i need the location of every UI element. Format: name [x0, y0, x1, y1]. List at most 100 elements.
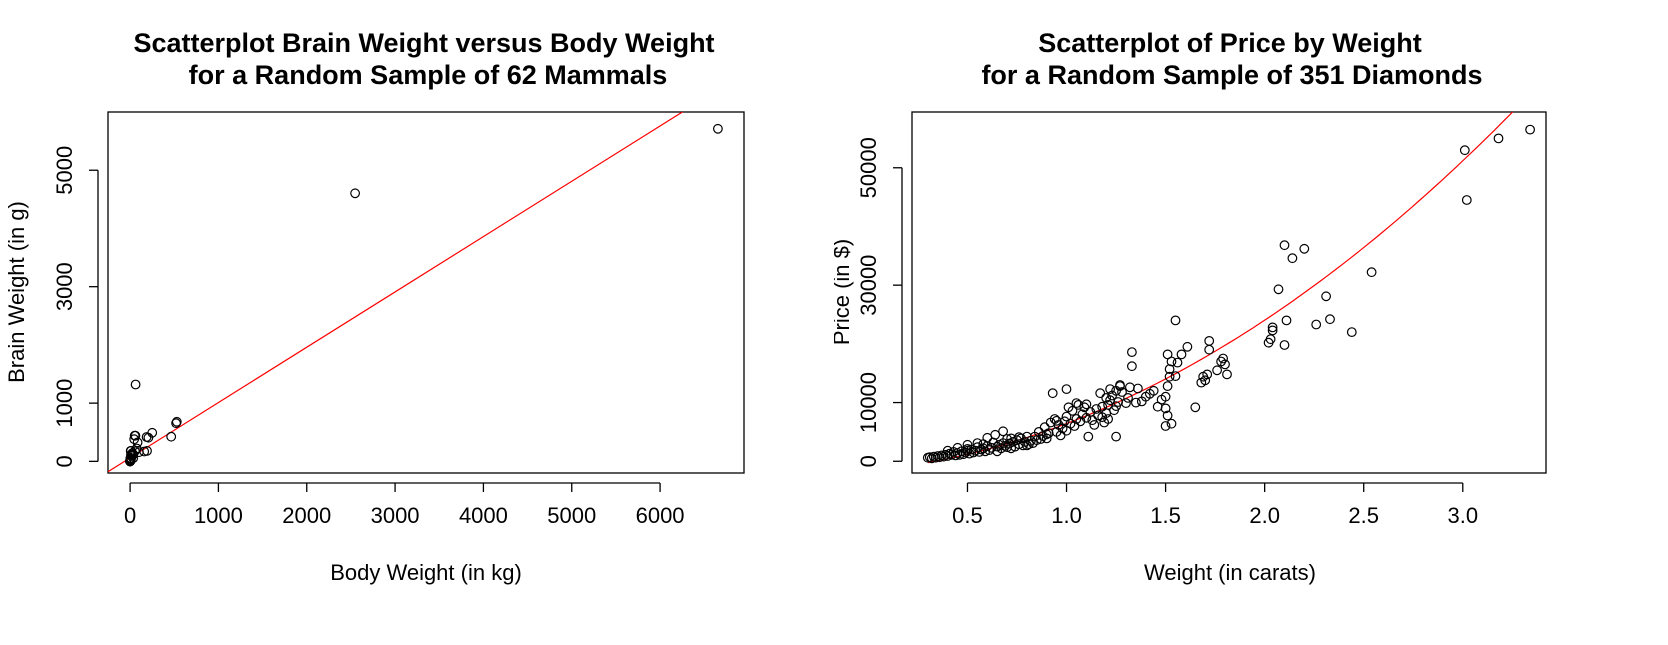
data-point — [952, 442, 963, 453]
data-point — [1063, 402, 1074, 413]
data-point — [1061, 411, 1072, 422]
price-weight-panel: Scatterplot of Price by Weight for a Ran… — [834, 0, 1668, 645]
x-tick-label: 6000 — [636, 503, 685, 528]
data-point — [1006, 443, 1017, 454]
data-point — [1299, 243, 1310, 254]
data-point — [992, 446, 1003, 457]
data-point — [1083, 431, 1094, 442]
data-point — [1136, 396, 1147, 407]
data-point — [1091, 404, 1102, 414]
data-point — [1087, 415, 1098, 426]
data-point — [1123, 393, 1133, 403]
data-point — [1216, 356, 1227, 367]
data-point — [1461, 195, 1472, 205]
data-point — [1279, 240, 1290, 251]
data-point — [1212, 365, 1223, 376]
regression-line — [108, 112, 684, 473]
data-point — [1021, 440, 1032, 451]
data-point — [962, 444, 973, 454]
data-point — [132, 437, 143, 448]
data-point — [1164, 364, 1175, 375]
data-point — [1131, 397, 1141, 408]
x-tick-label: 2.0 — [1249, 503, 1280, 528]
data-point — [1125, 382, 1135, 393]
data-point — [1196, 377, 1207, 388]
x-tick-label: 0.5 — [952, 503, 983, 528]
data-point — [127, 448, 138, 459]
chart-subtitle: for a Random Sample of 62 Mammals — [189, 60, 668, 90]
data-point — [1045, 417, 1056, 428]
data-point — [1148, 385, 1159, 396]
data-point — [1111, 431, 1122, 442]
data-point — [1077, 409, 1088, 420]
y-axis-label: Brain Weight (in g) — [4, 201, 29, 383]
regression-curve — [927, 112, 1514, 464]
brain-body-panel: Scatterplot Brain Weight versus Body Wei… — [4, 28, 745, 585]
chart-subtitle: for a Random Sample of 351 Diamonds — [981, 60, 1482, 90]
data-point — [1002, 442, 1013, 453]
data-point — [350, 188, 361, 199]
data-point — [1204, 336, 1215, 346]
data-point — [1006, 433, 1017, 444]
data-point — [1190, 402, 1201, 413]
data-point — [1071, 398, 1082, 409]
x-tick-label: 1.5 — [1150, 503, 1181, 528]
data-point — [1095, 388, 1106, 399]
data-point — [1287, 253, 1298, 264]
y-tick-label: 50000 — [856, 137, 881, 198]
data-point — [1267, 325, 1278, 336]
price-weight-scatterplot: Scatterplot of Price by Weight for a Ran… — [834, 28, 1547, 585]
y-tick-label: 0 — [856, 455, 881, 467]
data-point — [934, 452, 945, 463]
data-point — [1105, 384, 1116, 395]
data-point — [954, 449, 965, 460]
x-tick-label: 1.0 — [1051, 503, 1082, 528]
x-tick-label: 2.5 — [1348, 503, 1379, 528]
data-point — [938, 451, 949, 462]
x-tick-label: 3000 — [371, 503, 420, 528]
data-point — [926, 453, 937, 464]
data-point — [1051, 415, 1062, 426]
data-point — [1115, 380, 1125, 390]
data-point — [125, 453, 136, 464]
data-point — [1263, 337, 1274, 348]
data-point — [1071, 414, 1082, 424]
y-tick-label: 0 — [52, 455, 77, 467]
y-axis-label: Price (in $) — [834, 239, 854, 345]
data-point — [1267, 322, 1278, 333]
data-point — [1061, 384, 1072, 395]
data-point — [930, 452, 941, 463]
y-tick-label: 10000 — [856, 372, 881, 433]
data-point — [1117, 387, 1127, 397]
data-point — [1127, 347, 1137, 358]
data-point — [1218, 353, 1229, 364]
data-point — [1311, 319, 1322, 330]
y-tick-label: 30000 — [856, 255, 881, 316]
data-point — [1127, 361, 1137, 372]
x-tick-label: 1000 — [194, 503, 243, 528]
x-tick-label: 2000 — [282, 503, 331, 528]
x-tick-label: 5000 — [547, 503, 596, 528]
data-point — [129, 430, 140, 441]
data-point — [978, 439, 989, 450]
data-point — [1035, 434, 1046, 444]
data-point — [1198, 371, 1209, 382]
x-tick-label: 4000 — [459, 503, 508, 528]
data-point — [1321, 291, 1332, 302]
x-axis-label: Weight (in carats) — [1144, 560, 1316, 585]
data-point — [1170, 371, 1181, 382]
data-point — [1133, 383, 1143, 394]
data-point — [1273, 284, 1284, 295]
data-point — [1279, 340, 1290, 350]
data-point — [972, 438, 983, 449]
data-point — [998, 426, 1009, 437]
data-point — [1097, 401, 1108, 412]
y-tick-label: 3000 — [52, 262, 77, 311]
x-axis-label: Body Weight (in kg) — [330, 560, 522, 585]
data-point — [1160, 421, 1171, 431]
data-point — [1047, 388, 1058, 399]
plot-frame — [911, 111, 1547, 474]
data-point — [1152, 401, 1163, 412]
data-point — [1459, 145, 1470, 156]
chart-title: Scatterplot Brain Weight versus Body Wei… — [133, 28, 714, 58]
